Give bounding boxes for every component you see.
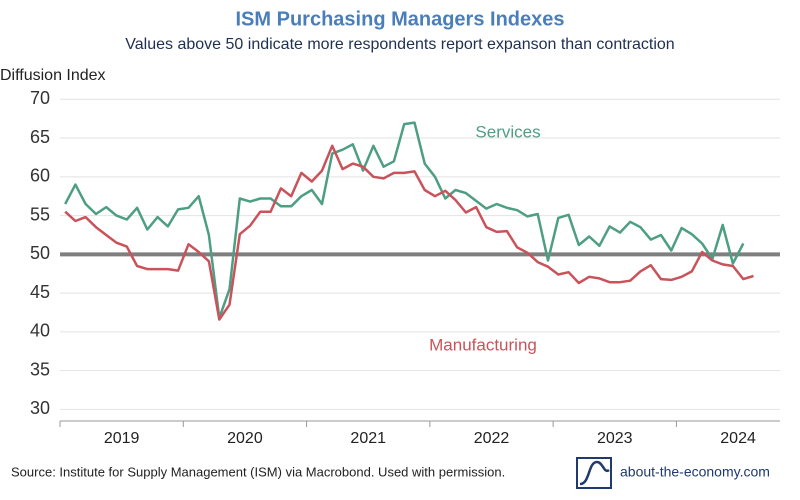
- y-tick-label: 40: [30, 321, 50, 341]
- brand-logo: [576, 457, 612, 489]
- y-tick-label: 65: [30, 127, 50, 147]
- series-line: [64, 144, 754, 321]
- y-tick-label: 35: [30, 359, 50, 379]
- y-tick-label: 60: [30, 166, 50, 186]
- brand-name: about-the-economy.com: [620, 464, 770, 480]
- x-tick-label: 2022: [474, 430, 510, 447]
- source-note: Source: Institute for Supply Management …: [11, 464, 505, 479]
- x-tick-label: 2020: [227, 430, 263, 447]
- series-label: Services: [475, 122, 540, 141]
- y-axis-label: Diffusion Index: [0, 67, 106, 84]
- chart-subtitle: Values above 50 indicate more respondent…: [125, 36, 674, 53]
- y-tick-label: 50: [30, 243, 50, 263]
- x-tick-label: 2021: [350, 430, 386, 447]
- series-label: Manufacturing: [429, 335, 537, 354]
- y-tick-label: 30: [30, 398, 50, 418]
- y-tick-label: 70: [30, 88, 50, 108]
- y-tick-label: 45: [30, 282, 50, 302]
- series-line: [64, 121, 745, 320]
- x-tick-label: 2019: [104, 430, 140, 447]
- x-tick-label: 2024: [720, 430, 756, 447]
- logo-wave: [579, 460, 610, 486]
- chart-title: ISM Purchasing Managers Indexes: [236, 8, 565, 30]
- x-tick-label: 2023: [597, 430, 633, 447]
- y-tick-label: 55: [30, 204, 50, 224]
